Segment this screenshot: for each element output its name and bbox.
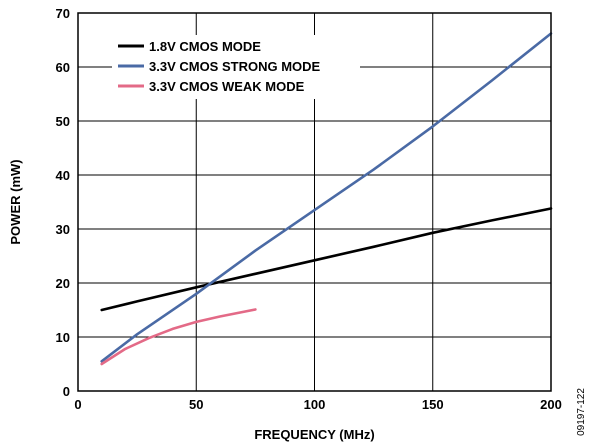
x-tick-label: 50 — [189, 397, 203, 412]
y-tick-label: 20 — [56, 276, 70, 291]
series-line-3 — [100, 308, 257, 366]
y-tick-label: 60 — [56, 60, 70, 75]
y-tick-label: 40 — [56, 168, 70, 183]
y-tick-label: 50 — [56, 114, 70, 129]
y-tick-label: 30 — [56, 222, 70, 237]
legend-box — [112, 35, 360, 99]
x-axis-label: FREQUENCY (MHz) — [254, 427, 374, 442]
x-tick-label: 150 — [422, 397, 444, 412]
y-axis-label: POWER (mW) — [8, 159, 23, 244]
legend-label-1: 1.8V CMOS MODE — [149, 39, 261, 54]
legend-label-2: 3.3V CMOS STRONG MODE — [149, 59, 321, 74]
y-tick-label: 70 — [56, 6, 70, 21]
x-tick-label: 100 — [304, 397, 326, 412]
y-tick-label: 0 — [63, 384, 70, 399]
series-line-1 — [100, 207, 553, 312]
tick-labels: 0 50 100 150 200 0 10 20 30 40 50 60 70 — [56, 6, 562, 412]
legend-label-3: 3.3V CMOS WEAK MODE — [149, 79, 305, 94]
plot-frame — [77, 12, 552, 392]
legend: 1.8V CMOS MODE 3.3V CMOS STRONG MODE 3.3V … — [112, 35, 360, 99]
x-tick-label: 200 — [540, 397, 562, 412]
x-tick-label: 0 — [74, 397, 81, 412]
y-tick-label: 10 — [56, 330, 70, 345]
figure-id: 09197-122 — [576, 388, 587, 436]
series-lines — [100, 32, 553, 366]
series-line-2 — [100, 32, 553, 363]
